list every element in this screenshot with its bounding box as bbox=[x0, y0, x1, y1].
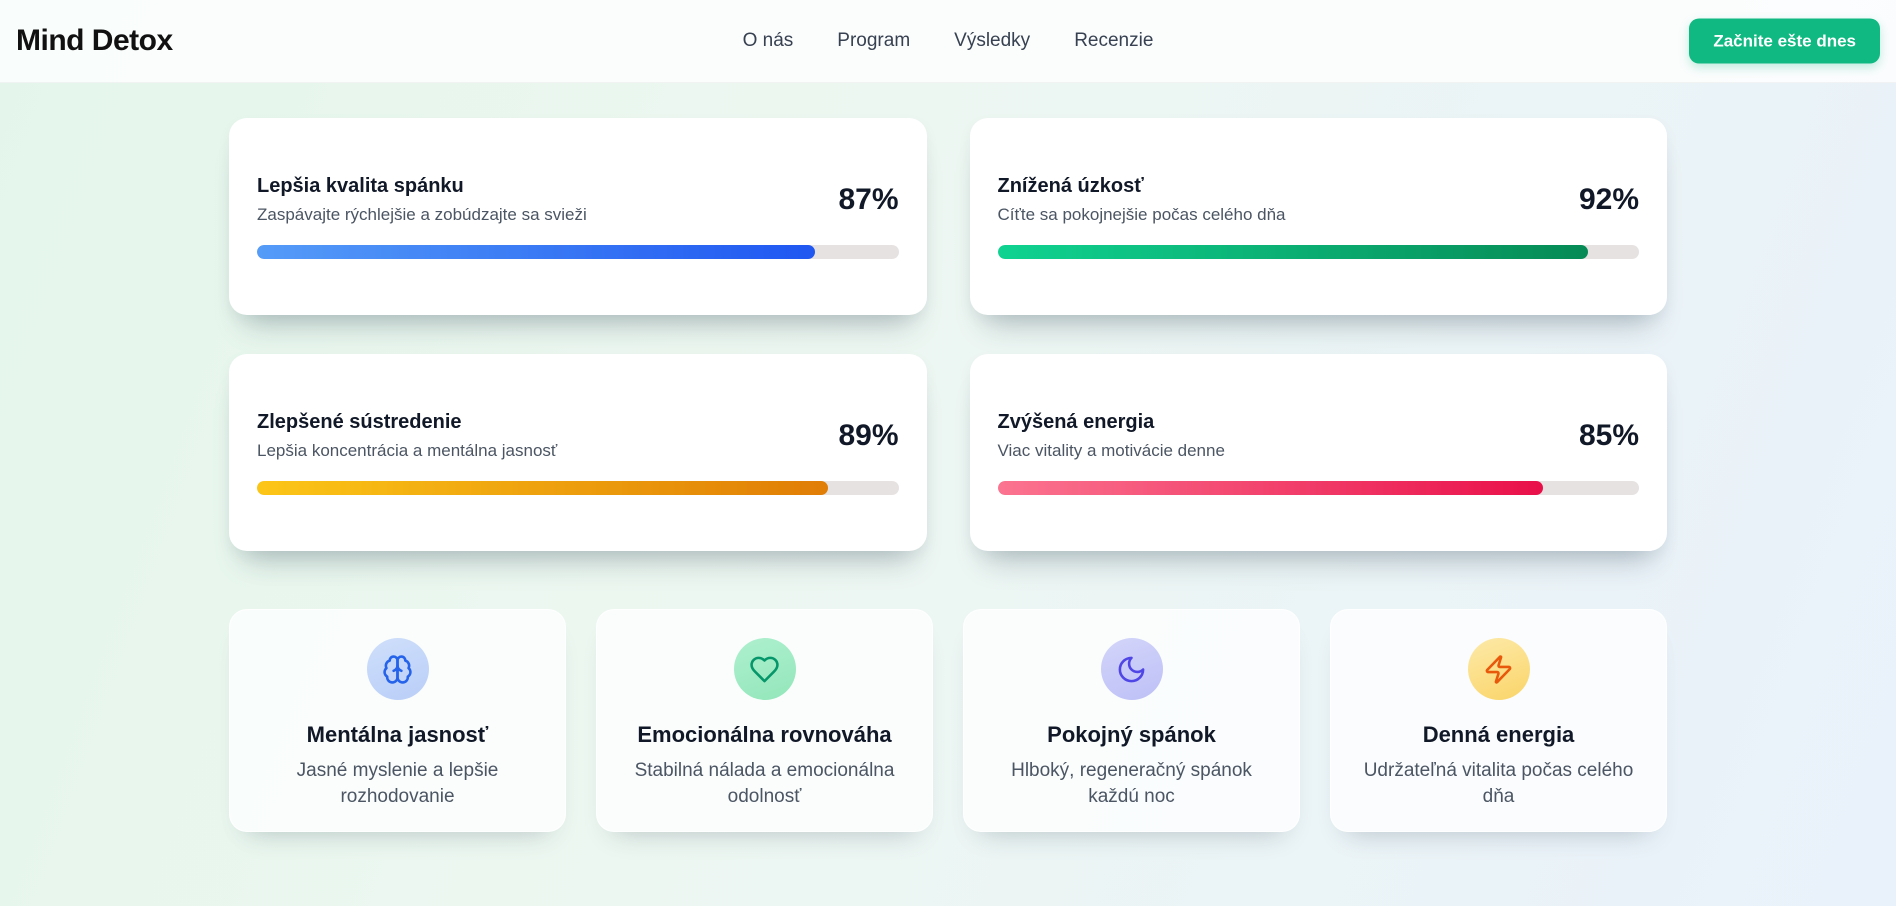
stat-subtitle: Cíťte sa pokojnejšie počas celého dňa bbox=[997, 204, 1286, 224]
feature-subtitle: Jasné myslenie a lepšie rozhodovanie bbox=[296, 760, 499, 807]
progress-track bbox=[997, 244, 1639, 259]
stat-subtitle: Zaspávajte rýchlejšie a zobúdzajte sa sv… bbox=[257, 204, 587, 224]
feature-title: Mentálna jasnosť bbox=[306, 722, 489, 747]
progress-track bbox=[257, 244, 899, 259]
stat-percentage: 92% bbox=[1578, 182, 1639, 216]
features-grid: Mentálna jasnosť Jasné myslenie a lepšie… bbox=[229, 609, 1667, 832]
cta-button[interactable]: Začnite ešte dnes bbox=[1689, 18, 1880, 64]
progress-track bbox=[257, 480, 899, 495]
progress-fill bbox=[997, 244, 1588, 259]
main-nav: O nás Program Výsledky Recenzie bbox=[743, 30, 1154, 52]
feature-subtitle: Hlboký, regeneračný spánok každú noc bbox=[1011, 760, 1252, 807]
stat-title: Zlepšené sústredenie bbox=[257, 410, 462, 433]
stat-subtitle: Viac vitality a motivácie denne bbox=[997, 440, 1225, 460]
stat-percentage: 87% bbox=[838, 182, 899, 216]
feature-title: Pokojný spánok bbox=[1047, 722, 1216, 747]
feature-title: Emocionálna rovnováha bbox=[637, 722, 892, 747]
brand-logo[interactable]: Mind Detox bbox=[16, 24, 173, 57]
feature-title: Denná energia bbox=[1422, 722, 1575, 747]
progress-fill bbox=[997, 480, 1543, 495]
stat-card-sleep-quality: Lepšia kvalita spánku Zaspávajte rýchlej… bbox=[229, 118, 927, 315]
stat-percentage: 85% bbox=[1578, 418, 1639, 452]
stat-card-improved-focus: Zlepšené sústredenie Lepšia koncentrácia… bbox=[229, 354, 927, 551]
stat-percentage: 89% bbox=[838, 418, 899, 452]
feature-subtitle: Udržateľná vitalita počas celého dňa bbox=[1363, 760, 1634, 807]
nav-item-recenzie[interactable]: Recenzie bbox=[1074, 30, 1154, 51]
nav-item-o-nas[interactable]: O nás bbox=[742, 30, 794, 51]
progress-track bbox=[997, 480, 1639, 495]
stat-subtitle: Lepšia koncentrácia a mentálna jasnosť bbox=[257, 440, 558, 460]
stat-title: Lepšia kvalita spánku bbox=[257, 174, 464, 197]
feature-card-mental-clarity: Mentálna jasnosť Jasné myslenie a lepšie… bbox=[229, 609, 566, 832]
heart-icon bbox=[733, 638, 796, 700]
zap-icon bbox=[1467, 638, 1530, 700]
brain-icon bbox=[366, 638, 429, 700]
nav-item-program[interactable]: Program bbox=[837, 30, 911, 51]
progress-fill bbox=[257, 244, 816, 259]
nav-item-vysledky[interactable]: Výsledky bbox=[954, 30, 1031, 51]
stat-title: Znížená úzkosť bbox=[997, 174, 1144, 197]
feature-card-emotional-balance: Emocionálna rovnováha Stabilná nálada a … bbox=[596, 609, 933, 832]
stat-title: Zvýšená energia bbox=[997, 410, 1155, 433]
main-content: Lepšia kvalita spánku Zaspávajte rýchlej… bbox=[229, 118, 1667, 832]
stat-card-reduced-anxiety: Znížená úzkosť Cíťte sa pokojnejšie poča… bbox=[969, 118, 1667, 315]
stat-card-increased-energy: Zvýšená energia Viac vitality a motiváci… bbox=[969, 354, 1667, 551]
feature-subtitle: Stabilná nálada a emocionálna odolnosť bbox=[634, 760, 895, 807]
feature-card-peaceful-sleep: Pokojný spánok Hlboký, regeneračný spáno… bbox=[963, 609, 1300, 832]
moon-icon bbox=[1100, 638, 1163, 700]
stats-grid: Lepšia kvalita spánku Zaspávajte rýchlej… bbox=[229, 118, 1667, 551]
progress-fill bbox=[257, 480, 828, 495]
header: Mind Detox O nás Program Výsledky Recenz… bbox=[0, 0, 1896, 83]
feature-card-daily-energy: Denná energia Udržateľná vitalita počas … bbox=[1330, 609, 1667, 832]
